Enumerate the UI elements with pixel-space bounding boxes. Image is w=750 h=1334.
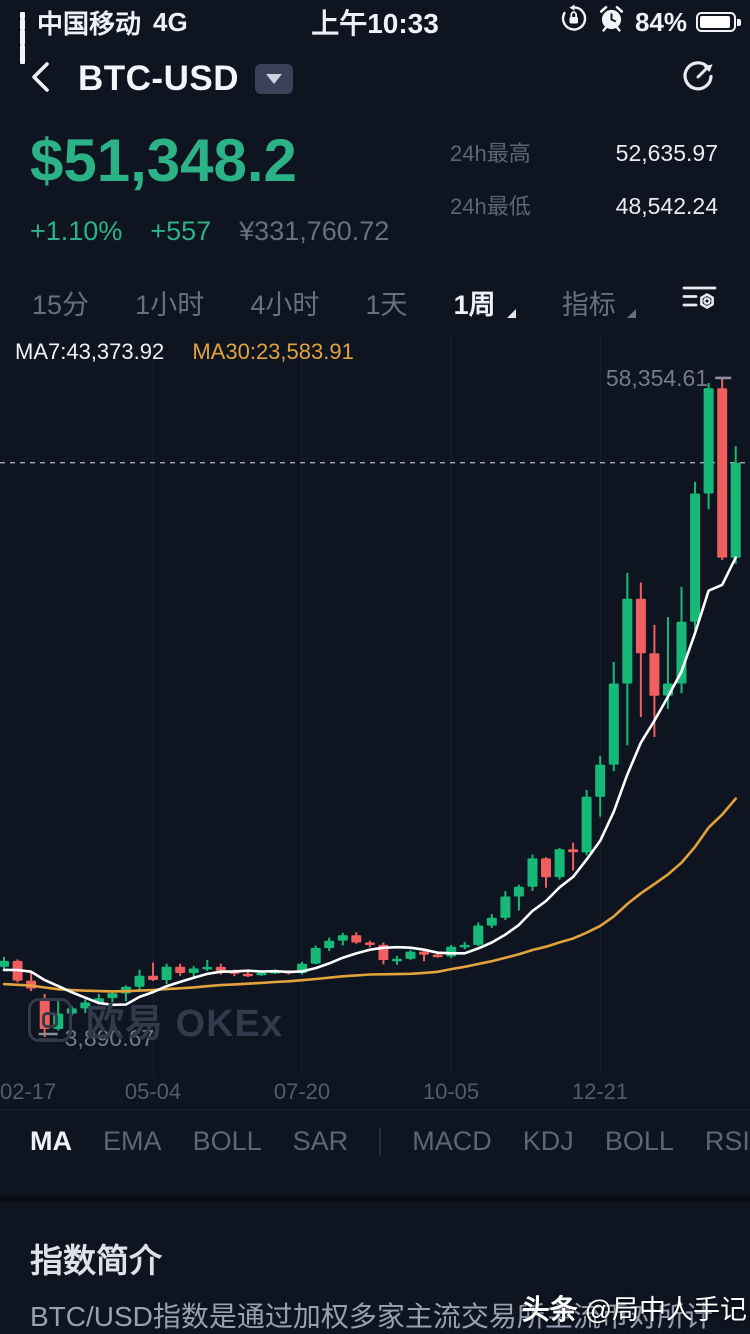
back-button[interactable] [30,61,52,98]
cny-value: ¥331,760.72 [239,216,390,246]
toutiao-watermark: 头条 @局中人手记 [522,1288,747,1328]
indicator-tab-macd[interactable]: MACD [412,1126,492,1156]
chevron-down-icon [265,74,282,84]
clock-label: 上午10:33 [311,8,439,39]
network-type-label: 4G [153,6,188,37]
svg-text:3,890.67: 3,890.67 [65,1025,155,1051]
indicator-tab-ma[interactable]: MA [30,1126,72,1156]
tab-1hour[interactable]: 1小时 [135,290,205,320]
tab-1week[interactable]: 1周 [454,283,516,322]
daily-stats: 24h最高 52,635.97 24h最低 48,542.24 [450,136,718,242]
header: BTC-USD [0,44,750,114]
caret-icon [506,309,516,318]
caret-icon [626,309,636,318]
intro-title: 指数简介 [30,1242,162,1279]
indicator-menu-button[interactable]: 指标 [562,283,636,322]
ma7-label: MA7:43,373.92 [15,339,165,364]
battery-percent-label: 84% [634,6,687,37]
chart-settings-icon[interactable] [682,283,718,322]
signal-strength-icon [20,12,25,64]
carrier-label: 中国移动 [37,8,142,39]
toutiao-brand: 头条 [521,1294,578,1325]
x-tick-label: 10-05 [422,1079,480,1104]
indicator-tab-rsi[interactable]: RSI [704,1126,750,1156]
pair-title: BTC-USD [78,59,239,98]
current-price: $51,348.2 [30,127,297,194]
battery-icon [696,12,741,32]
change-percent: +1.10% [30,216,123,246]
chart-canvas[interactable]: 58,354.61 3,890.67 [0,335,750,1075]
x-tick-label: 12-21 [571,1079,629,1104]
indicator-tab-boll[interactable]: BOLL [192,1126,262,1156]
tab-1day[interactable]: 1天 [365,290,408,320]
x-tick-label: 05-04 [124,1079,182,1104]
period-tab-bar: 15分 1小时 4小时 1天 1周 指标 [0,270,750,335]
refresh-button[interactable] [678,56,718,101]
ma-legend: MA7:43,373.92 MA30:23,583.91 [15,339,354,365]
candlestick-chart[interactable]: MA7:43,373.92 MA30:23,583.91 58,354.61 3,… [0,335,750,1109]
x-tick-label: 02-17 [0,1079,57,1104]
high-24h-label: 24h最高 [450,141,531,166]
indicator-tab-kdj[interactable]: KDJ [522,1126,574,1156]
x-tick-label: 07-20 [273,1079,331,1104]
intro-text-line1: BTC/USD指数是通过加权多家主流交易所主流币对所计算出的 [30,1301,713,1332]
svg-text:58,354.61: 58,354.61 [606,365,708,391]
pair-dropdown-button[interactable] [254,64,293,94]
low-24h-label: 24h最低 [450,194,531,219]
tab-4hour[interactable]: 4小时 [250,290,320,320]
status-bar: 中国移动 4G 上午10:33 84% [0,0,750,64]
indicator-tab-boll2[interactable]: BOLL [604,1126,674,1156]
okex-watermark: 欧易 OKEx [28,992,283,1047]
toutiao-handle: @局中人手记 [584,1295,747,1325]
divider [379,1128,382,1156]
indicator-tab-bar: MA EMA BOLL SAR MACD KDJ BOLL RSI [0,1109,750,1196]
ma30-label: MA30:23,583.91 [192,339,354,364]
indicator-tab-ema[interactable]: EMA [103,1126,162,1156]
price-section: $51,348.2 +1.10% +557 ¥331,760.72 24h最高 … [0,114,750,270]
orientation-lock-icon [559,4,588,40]
index-intro-section: 指数简介 BTC/USD指数是通过加权多家主流交易所主流币对所计算出的 BTC/… [0,1196,750,1334]
low-24h-value: 48,542.24 [615,193,718,219]
indicator-tab-sar[interactable]: SAR [292,1126,349,1156]
okex-watermark-text: 欧易 OKEx [86,1003,284,1045]
okex-logo-icon [28,997,72,1042]
high-24h-value: 52,635.97 [615,140,718,166]
x-axis: 02-17 05-04 07-20 10-05 12-21 [0,1075,750,1109]
change-absolute: +557 [150,216,212,246]
tab-15min[interactable]: 15分 [32,290,90,320]
alarm-clock-icon [597,4,626,40]
